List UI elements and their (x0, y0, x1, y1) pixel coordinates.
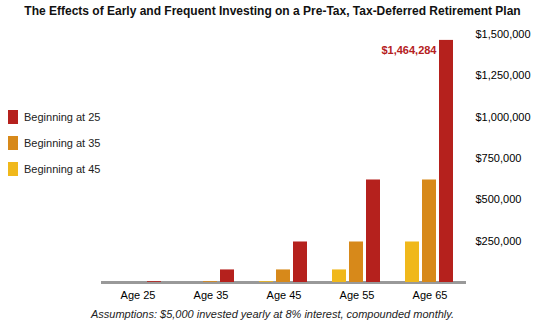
html-text:Assumptions: $5,000 invested y: Assumptions: $5,000 invested yearly at 8… (91, 308, 454, 320)
html-text:Beginning at 45: Beginning at 45 (24, 163, 101, 175)
svg-text:Age 45: Age 45 (267, 289, 302, 301)
svg-text:Age 35: Age 35 (194, 289, 229, 301)
svg-text:Age 65: Age 65 (413, 289, 448, 301)
svg-text:$1,000,000: $1,000,000 (476, 111, 531, 123)
svg-text:$1,464,284: $1,464,284 (381, 44, 437, 56)
svg-text:$500,000: $500,000 (476, 193, 522, 205)
html-text:Beginning at 35: Beginning at 35 (24, 137, 101, 149)
svg-text:$1,250,000: $1,250,000 (476, 69, 531, 81)
svg-text:$1,500,000: $1,500,000 (476, 28, 531, 40)
svg-text:Age 25: Age 25 (121, 289, 156, 301)
svg-text:$250,000: $250,000 (476, 235, 522, 247)
html-text:Beginning at 25: Beginning at 25 (24, 111, 101, 123)
svg-text:$750,000: $750,000 (476, 152, 522, 164)
html-text:The Effects of Early and Frequ: The Effects of Early and Frequent Invest… (24, 4, 521, 18)
svg-text:Age 55: Age 55 (340, 289, 375, 301)
